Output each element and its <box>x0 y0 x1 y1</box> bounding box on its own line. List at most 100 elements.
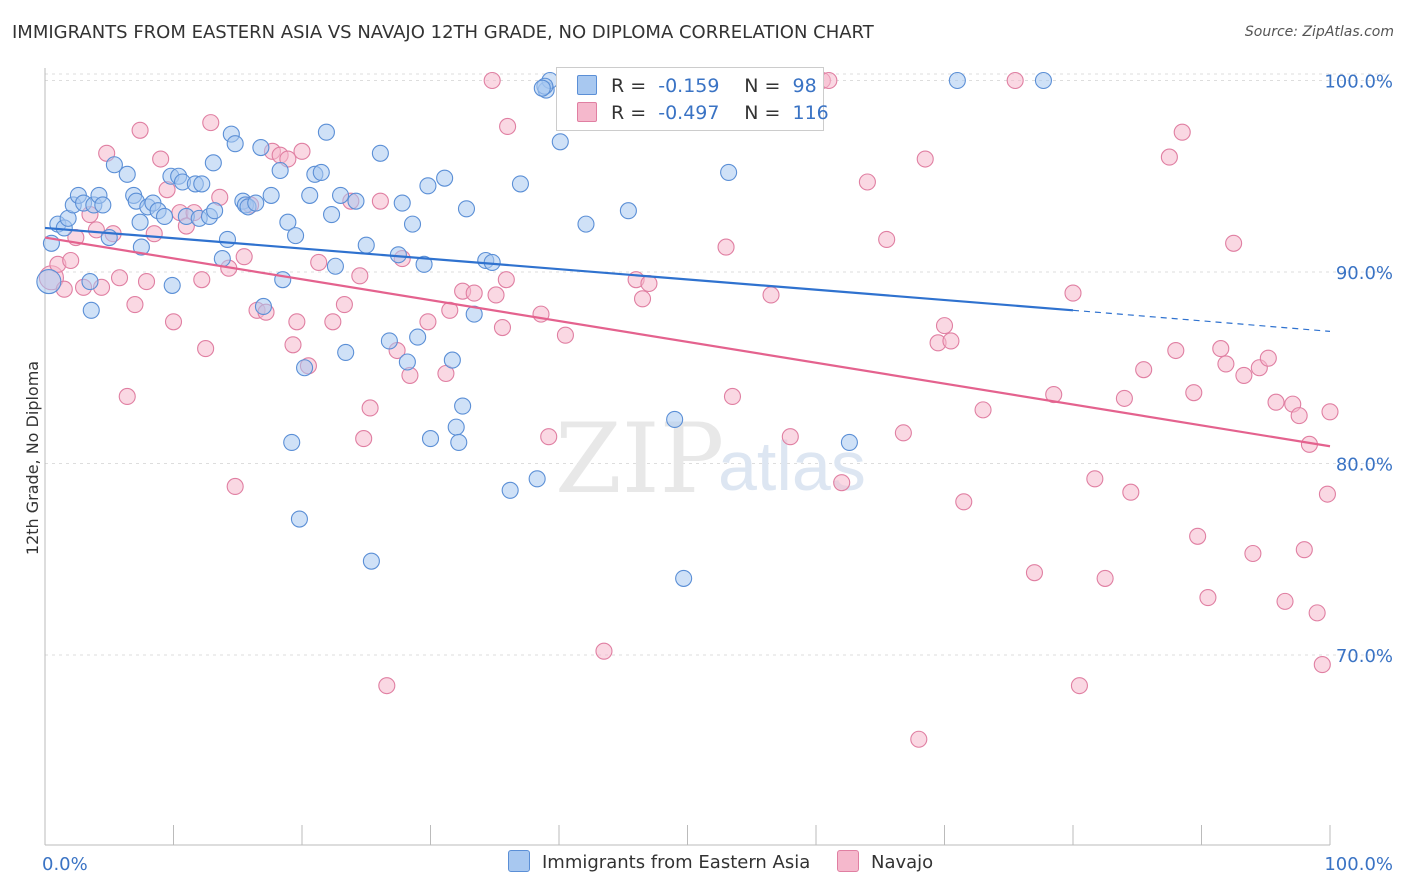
navajo-point <box>1160 148 1178 166</box>
eastern-asia-point <box>551 133 569 151</box>
navajo-point <box>1259 349 1277 367</box>
navajo-point <box>1199 588 1217 607</box>
legend-label-eastern-asia: Immigrants from Eastern Asia <box>542 852 811 873</box>
navajo-point <box>378 677 396 695</box>
zipatlas-watermark: ZIP atlas <box>555 403 866 515</box>
navajo-point <box>1096 569 1114 587</box>
eastern-asia-point <box>36 269 62 295</box>
y-tick-label: 100.0% <box>1324 72 1393 93</box>
navajo-point <box>335 296 353 314</box>
eastern-asia-point <box>290 510 308 528</box>
navajo-point <box>1006 71 1024 90</box>
navajo-point <box>833 474 851 492</box>
navajo-point <box>1217 355 1235 373</box>
navajo-point <box>1290 407 1308 425</box>
r-label: R = <box>611 102 647 124</box>
eastern-asia-point <box>254 297 273 316</box>
navajo-point <box>556 326 574 344</box>
eastern-asia-point <box>419 177 437 195</box>
watermark-zip: ZIP <box>555 403 724 515</box>
navajo-point <box>974 401 992 419</box>
y-tick-label: 70.0% <box>1336 646 1393 667</box>
navajo-point <box>878 230 896 248</box>
navajo-point <box>595 642 613 660</box>
eastern-asia-point <box>206 202 224 220</box>
navajo-point <box>310 253 328 271</box>
navajo-point <box>62 251 80 270</box>
eastern-asia-point <box>118 165 136 183</box>
eastern-asia-point <box>720 163 738 181</box>
navajo-point <box>465 284 483 302</box>
navajo-point <box>197 340 215 358</box>
eastern-asia-point <box>403 215 422 233</box>
eastern-asia-point <box>163 276 181 294</box>
eastern-asia-trend-line <box>44 226 1074 312</box>
eastern-asia-point <box>619 202 637 220</box>
eastern-asia-point <box>347 192 365 210</box>
eastern-asia-point <box>840 433 858 451</box>
eastern-asia-point <box>337 343 355 361</box>
navajo-point <box>152 150 170 168</box>
y-tick-label: 90.0% <box>1336 263 1393 284</box>
legend-swatch-blue <box>577 75 597 95</box>
navajo-point <box>640 274 658 293</box>
navajo-point <box>293 142 311 160</box>
navajo-point <box>1321 403 1339 421</box>
eastern-asia-point <box>262 186 280 204</box>
legend-swatch-blue <box>508 850 530 872</box>
grid-lines <box>45 73 1390 656</box>
navajo-point <box>1235 366 1253 384</box>
y-tick-label: 80.0% <box>1336 455 1393 476</box>
eastern-asia-point <box>274 271 292 289</box>
navajo-point <box>1308 604 1326 622</box>
trend-lines <box>44 226 1331 448</box>
eastern-asia-point <box>296 359 314 377</box>
eastern-asia-point <box>409 328 427 346</box>
eastern-asia-point <box>283 433 301 451</box>
eastern-asia-point <box>528 470 546 488</box>
navajo-point <box>1173 123 1191 141</box>
navajo-point <box>540 428 558 446</box>
eastern-asia-point <box>533 79 551 97</box>
eastern-asia-point <box>511 175 530 193</box>
legend-swatch-pink <box>577 102 597 122</box>
eastern-asia-point <box>371 144 389 162</box>
navajo-point <box>858 173 876 191</box>
eastern-asia-point <box>213 250 231 268</box>
navajo-point <box>762 286 780 304</box>
navajo-point <box>361 399 379 417</box>
n-value-pink: 116 <box>792 102 829 124</box>
navajo-point <box>1313 656 1331 674</box>
navajo-point <box>1086 470 1104 488</box>
navajo-point <box>371 192 389 210</box>
eastern-asia-trend-extension <box>1072 309 1331 332</box>
navajo-point <box>1025 564 1043 582</box>
navajo-point <box>235 248 253 266</box>
y-axis-label: 12th Grade, No Diploma <box>23 361 42 555</box>
eastern-asia-point <box>415 255 433 273</box>
eastern-asia-point <box>393 194 411 212</box>
navajo-points <box>38 71 1339 748</box>
eastern-asia-point <box>443 351 461 369</box>
navajo-point <box>355 430 373 448</box>
eastern-asia-point <box>465 305 483 323</box>
legend-item-navajo: Navajo <box>837 850 933 873</box>
navajo-point <box>131 121 149 139</box>
eastern-asia-point <box>247 194 265 212</box>
eastern-asia-point <box>501 481 519 499</box>
eastern-asia-point <box>131 213 149 231</box>
eastern-asia-point <box>447 418 465 436</box>
navajo-point <box>483 71 501 90</box>
eastern-asia-point <box>193 175 211 193</box>
navajo-point <box>935 317 954 335</box>
eastern-asia-point <box>323 206 341 224</box>
eastern-asia-point <box>457 200 476 218</box>
navajo-point <box>916 150 934 168</box>
navajo-point <box>717 238 735 256</box>
navajo-point <box>487 286 505 304</box>
navajo-point <box>781 428 799 446</box>
navajo-point <box>910 730 928 748</box>
eastern-asia-point <box>105 156 123 174</box>
navajo-point <box>723 387 742 406</box>
navajo-point <box>1064 284 1082 302</box>
